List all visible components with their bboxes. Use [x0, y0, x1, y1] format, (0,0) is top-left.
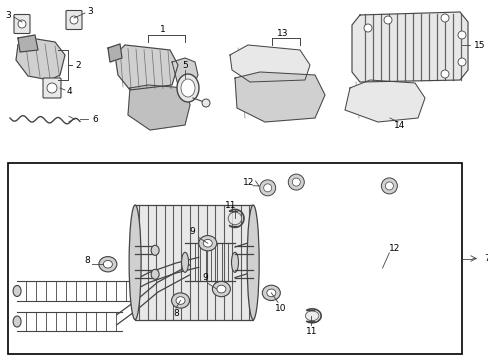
Text: 9: 9 — [188, 227, 194, 236]
Ellipse shape — [103, 260, 112, 268]
Circle shape — [70, 16, 78, 24]
Polygon shape — [16, 38, 65, 80]
Text: 5: 5 — [182, 62, 187, 71]
Ellipse shape — [231, 252, 238, 272]
Circle shape — [292, 178, 300, 186]
Text: 8: 8 — [84, 256, 89, 265]
Text: 11: 11 — [305, 327, 316, 336]
Ellipse shape — [266, 289, 275, 297]
Circle shape — [383, 16, 391, 24]
Ellipse shape — [198, 235, 216, 251]
Circle shape — [457, 31, 465, 39]
Ellipse shape — [217, 285, 225, 293]
Text: 4: 4 — [67, 87, 73, 96]
Ellipse shape — [305, 311, 318, 321]
Circle shape — [18, 20, 26, 28]
Ellipse shape — [99, 257, 117, 272]
FancyBboxPatch shape — [66, 10, 82, 30]
Circle shape — [259, 180, 275, 196]
Text: 12: 12 — [388, 244, 400, 253]
Bar — [8, 163, 461, 354]
Text: 11: 11 — [224, 201, 236, 210]
Polygon shape — [229, 45, 309, 82]
Circle shape — [202, 99, 209, 107]
Ellipse shape — [151, 269, 159, 279]
Ellipse shape — [212, 282, 230, 297]
Circle shape — [385, 182, 392, 190]
Circle shape — [457, 58, 465, 66]
Circle shape — [440, 70, 448, 78]
Circle shape — [263, 184, 271, 192]
Text: 7: 7 — [483, 254, 488, 263]
Polygon shape — [345, 80, 424, 122]
Text: 15: 15 — [473, 40, 485, 49]
Ellipse shape — [13, 285, 21, 297]
Bar — [135, 205, 253, 320]
Ellipse shape — [228, 212, 241, 225]
Ellipse shape — [176, 297, 184, 304]
Text: 14: 14 — [393, 122, 405, 130]
Polygon shape — [172, 58, 198, 88]
Polygon shape — [115, 45, 178, 90]
Text: 1: 1 — [160, 26, 165, 35]
Text: 3: 3 — [87, 8, 93, 17]
Polygon shape — [351, 12, 467, 82]
Ellipse shape — [181, 252, 188, 272]
Ellipse shape — [262, 285, 280, 301]
Polygon shape — [18, 35, 38, 52]
Text: 12: 12 — [243, 177, 254, 186]
FancyBboxPatch shape — [14, 14, 30, 33]
Ellipse shape — [151, 245, 159, 255]
Text: 6: 6 — [92, 114, 98, 123]
Text: 13: 13 — [277, 28, 288, 37]
Ellipse shape — [181, 79, 195, 97]
Text: 2: 2 — [75, 60, 81, 69]
Ellipse shape — [177, 74, 199, 102]
Circle shape — [47, 83, 57, 93]
Circle shape — [363, 24, 371, 32]
Polygon shape — [108, 44, 122, 62]
Circle shape — [288, 174, 304, 190]
Text: 9: 9 — [202, 273, 208, 282]
Polygon shape — [128, 85, 190, 130]
Ellipse shape — [246, 205, 259, 320]
Text: 3: 3 — [5, 10, 11, 19]
Text: 10: 10 — [274, 303, 285, 312]
Circle shape — [440, 14, 448, 22]
Ellipse shape — [13, 316, 21, 327]
Text: 8: 8 — [173, 309, 179, 318]
Circle shape — [381, 178, 397, 194]
Ellipse shape — [171, 293, 189, 308]
Ellipse shape — [203, 239, 212, 247]
FancyBboxPatch shape — [43, 78, 61, 98]
Ellipse shape — [129, 205, 141, 320]
Polygon shape — [235, 72, 325, 122]
